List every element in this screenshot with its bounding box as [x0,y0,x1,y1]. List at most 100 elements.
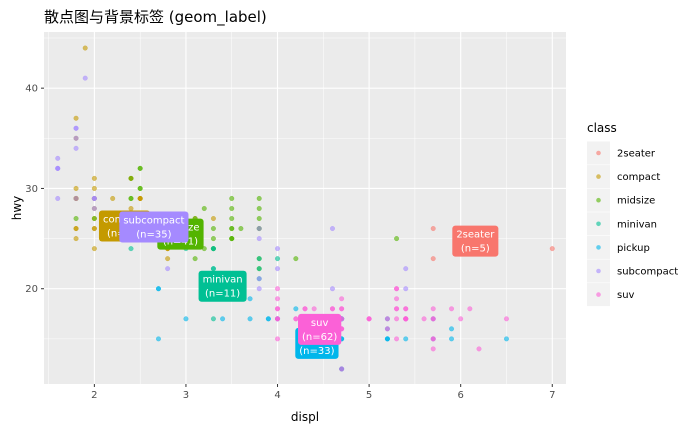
x-axis-title: displ [291,410,319,424]
legend-symbol-minivan [596,221,601,227]
label-name-subcompact: subcompact [123,216,184,227]
label-box-suv [298,313,342,345]
point-subcompact [403,266,409,272]
point-minivan [256,256,262,262]
point-compact [165,256,171,262]
point-subcompact [256,226,262,232]
point-minivan [210,266,216,272]
point-subcompact [73,135,79,141]
point-subcompact [82,75,88,81]
point-compact [110,195,116,201]
point-subcompact [55,195,61,201]
label-name-2seater: 2seater [456,230,495,241]
point-midsize [394,236,400,242]
point-pickup [503,336,509,342]
legend-symbol-2seater [596,150,601,156]
point-suv [476,346,482,352]
label-count-subcompact: (n=35) [136,230,171,241]
x-tick-label: 3 [183,390,189,401]
point-midsize [229,226,235,232]
legend-label-subcompact: subcompact [617,267,678,278]
point-subcompact [275,246,281,252]
point-midsize [201,206,207,212]
point-subcompact [91,206,97,212]
point-suv [275,306,281,312]
point-subcompact [329,226,335,232]
point-subcompact [73,195,79,201]
point-midsize [229,216,235,222]
point-suv [339,306,345,312]
point-subcompact [55,155,61,161]
legend-label-midsize: midsize [617,196,655,207]
y-axis-title: hwy [10,196,24,221]
legend-label-suv: suv [617,290,635,301]
point-suv [394,286,400,292]
point-2seater [549,246,555,252]
point-suv [329,306,335,312]
x-tick-label: 7 [549,390,555,401]
point-subcompact [256,236,262,242]
point-pickup [247,316,253,322]
point-subcompact [329,286,335,292]
point-midsize [73,216,79,222]
point-compact [128,206,134,212]
point-suv [467,306,473,312]
point-subcompact [256,286,262,292]
point-subcompact [55,165,61,171]
point-compact [73,236,79,242]
x-tick-label: 6 [457,390,463,401]
label-minivan: minivan (n=11) [198,270,247,302]
point-suv [366,316,372,322]
legend-label-compact: compact [617,172,660,183]
legend: class 2seater compact midsize minivan pickup… [587,121,678,307]
point-midsize [128,175,134,181]
chart-title: 散点图与背景标签 (geom_label) [44,8,267,27]
point-compact [82,45,88,51]
point-minivan [210,246,216,252]
point-suv [384,316,390,322]
point-compact [91,246,97,252]
point-suv [503,316,509,322]
point-midsize [238,226,244,232]
legend-symbol-midsize [596,197,601,203]
point-suv [430,336,436,342]
point-subcompact [403,286,409,292]
point-compact [91,226,97,232]
point-midsize [210,236,216,242]
point-subcompact [256,276,262,282]
label-box-subcompact [119,211,189,243]
point-suv [430,346,436,352]
x-axis-ticks: 2 3 4 5 6 7 [91,384,555,401]
point-compact [210,216,216,222]
point-midsize [229,236,235,242]
point-suv [275,316,281,322]
label-box-2seater [452,225,499,257]
legend-symbol-pickup [596,245,601,250]
point-midsize [293,256,299,262]
class-labels: 2seater(n=5)compact(n=47)midsize(n=41)mi… [98,210,499,359]
point-compact [137,195,143,201]
x-tick-label: 4 [274,390,280,401]
y-tick-label: 20 [25,284,38,295]
point-suv [339,366,345,372]
point-suv [430,316,436,322]
label-2seater: 2seater (n=5) [452,225,499,257]
label-count-pickup: (n=33) [299,346,334,357]
point-compact [73,226,79,232]
point-suv [421,316,427,322]
label-count-suv: (n=62) [302,332,337,343]
label-count-minivan: (n=11) [205,289,240,300]
point-midsize [229,195,235,201]
point-compact [73,185,79,191]
point-pickup [293,306,299,312]
legend-label-pickup: pickup [617,243,650,254]
point-suv [403,306,409,312]
point-pickup [265,316,271,322]
legend-symbol-subcompact [596,268,601,274]
point-pickup [449,336,455,342]
x-tick-label: 5 [366,390,372,401]
point-pickup [155,336,161,342]
y-tick-label: 30 [25,184,38,195]
point-compact [73,115,79,121]
